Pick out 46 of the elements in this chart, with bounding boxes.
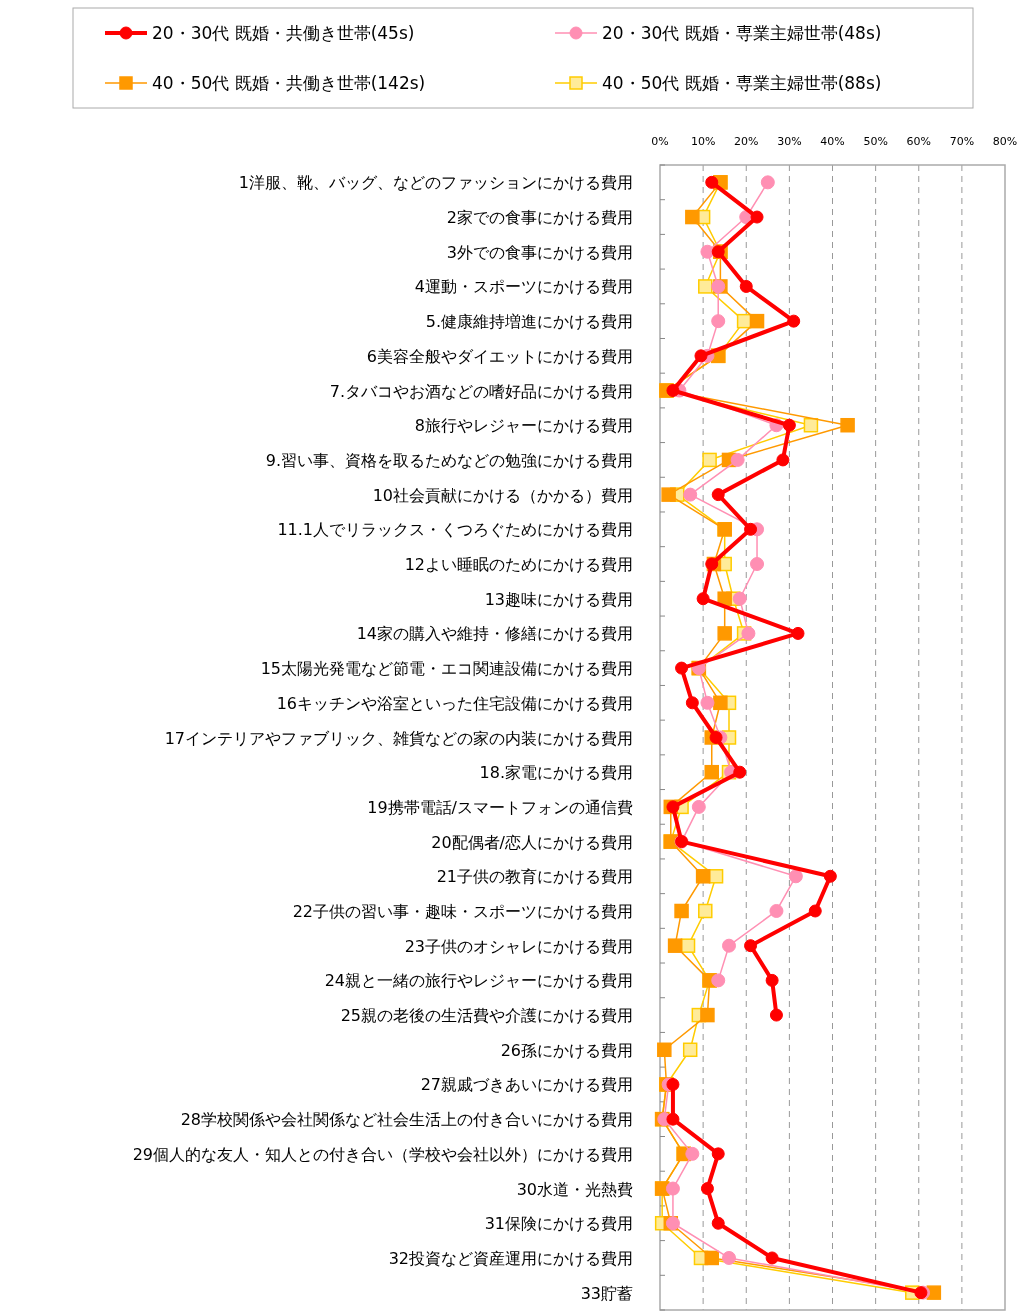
y-tick-label: 1洋服、靴、バッグ、などのファッションにかける費用 [238,173,633,193]
y-tick-label: 21子供の教育にかける費用 [436,867,633,887]
y-tick-label: 13趣味にかける費用 [484,589,633,609]
x-tick-label: 20% [734,135,759,148]
y-tick-label: 20配偶者/恋人にかける費用 [431,832,633,852]
y-tick-label: 11.1人でリラックス・くつろぐためにかける費用 [277,520,633,540]
y-tick-label: 12よい睡眠のためにかける費用 [404,555,633,575]
y-tick-label: 32投資など資産運用にかける費用 [388,1248,633,1268]
legend-label: 40・50代 既婚・共働き世帯(142s) [152,73,426,93]
y-tick-label: 24親と一緒の旅行やレジャーにかける費用 [324,971,633,991]
y-tick-label: 23子供のオシャレにかける費用 [404,936,633,956]
y-tick-label: 6美容全般やダイエットにかける費用 [366,346,633,366]
y-tick-label: 2家での食事にかける費用 [446,208,633,228]
x-tick-label: 40% [820,135,845,148]
y-tick-label: 26孫にかける費用 [500,1040,633,1060]
y-tick-label: 28学校関係や会社関係など社会生活上の付き合いにかける費用 [180,1110,633,1130]
y-tick-label: 15太陽光発電など節電・エコ関連設備にかける費用 [260,659,633,679]
y-tick-label: 9.習い事、資格を取るためなどの勉強にかける費用 [265,450,633,470]
legend-label: 20・30代 既婚・共働き世帯(45s) [152,23,415,43]
legend-label: 20・30代 既婚・専業主婦世帯(48s) [602,23,882,43]
y-tick-label: 10社会貢献にかける（かかる）費用 [372,485,633,505]
y-tick-label: 33貯蓄 [580,1283,633,1303]
x-tick-label: 60% [906,135,931,148]
y-tick-label: 27親戚づきあいにかける費用 [420,1075,633,1095]
y-tick-label: 17インテリアやファブリック、雑貨などの家の内装にかける費用 [164,728,633,748]
y-tick-label: 7.タバコやお酒などの嗜好品にかける費用 [329,381,633,401]
x-tick-label: 0% [651,135,669,148]
y-tick-label: 22子供の習い事・趣味・スポーツにかける費用 [292,901,633,921]
x-tick-label: 10% [690,135,716,148]
legend-label: 40・50代 既婚・専業主婦世帯(88s) [602,73,882,93]
y-tick-label: 29個人的な友人・知人との付き合い（学校や会社以外）にかける費用 [132,1144,633,1164]
x-tick-label: 50% [863,135,888,148]
y-tick-label: 30水道・光熱費 [516,1179,633,1199]
y-tick-label: 19携帯電話/スマートフォンの通信費 [367,797,633,817]
y-tick-label: 3外での食事にかける費用 [446,242,633,262]
y-tick-label: 31保険にかける費用 [484,1214,633,1234]
y-tick-label: 8旅行やレジャーにかける費用 [414,416,633,436]
x-tick-label: 30% [777,135,802,148]
y-tick-label: 25親の老後の生活費や介護にかける費用 [340,1006,633,1026]
y-tick-label: 4運動・スポーツにかける費用 [414,277,633,297]
y-tick-label: 5.健康維持増進にかける費用 [425,312,633,332]
y-tick-label: 16キッチンや浴室といった住宅設備にかける費用 [276,693,633,713]
x-tick-label: 70% [949,135,975,148]
x-tick-label: 80% [992,135,1018,148]
y-tick-label: 18.家電にかける費用 [479,763,633,783]
y-tick-label: 14家の購入や維持・修繕にかける費用 [356,624,633,644]
